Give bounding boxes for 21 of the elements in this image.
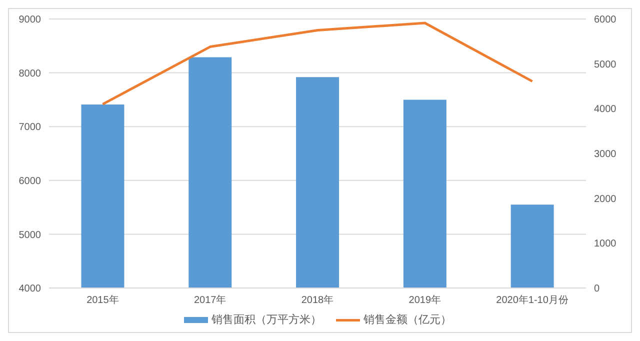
y2-tick-label: 6000: [594, 14, 617, 26]
y2-tick-label: 0: [594, 284, 600, 295]
y2-tick-label: 2000: [594, 194, 617, 205]
y-tick-label: 6000: [18, 176, 42, 187]
y2-tick-label: 3000: [594, 149, 617, 160]
line-series: [101, 22, 534, 106]
x-tick-label: 2019年: [408, 294, 442, 306]
y-tick-label: 5000: [18, 230, 42, 241]
y-tick-label: 7000: [18, 122, 42, 134]
y2-tick-label: 5000: [594, 59, 617, 70]
legend-label: 销售金额（亿元）: [362, 312, 452, 327]
x-tick-label: 2015年: [86, 294, 119, 306]
x-tick-label: 2017年: [194, 294, 226, 306]
x-tick-label: 2020年1-10月份: [496, 294, 568, 306]
y-tick-label: 4000: [18, 284, 42, 295]
x-tick-label: 2018年: [301, 294, 334, 306]
y-tick-label: 8000: [18, 68, 42, 80]
y2-tick-label: 1000: [594, 238, 617, 250]
legend-label: 销售面积（万平方米）: [210, 312, 322, 327]
y2-tick-label: 4000: [594, 104, 617, 116]
y-tick-label: 9000: [18, 14, 42, 26]
